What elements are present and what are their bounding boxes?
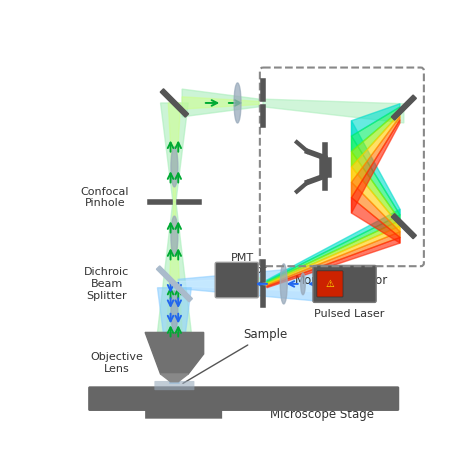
Polygon shape <box>267 220 400 284</box>
Ellipse shape <box>171 216 178 256</box>
Polygon shape <box>156 266 192 302</box>
Polygon shape <box>352 107 400 151</box>
Polygon shape <box>145 333 204 374</box>
Polygon shape <box>157 201 191 333</box>
Polygon shape <box>352 182 400 237</box>
Polygon shape <box>178 267 315 301</box>
Polygon shape <box>352 110 400 167</box>
FancyBboxPatch shape <box>215 263 258 298</box>
Polygon shape <box>161 374 188 382</box>
Polygon shape <box>352 136 400 220</box>
Polygon shape <box>352 198 400 243</box>
Text: Sample: Sample <box>183 328 288 383</box>
Polygon shape <box>161 103 188 201</box>
Ellipse shape <box>171 291 178 331</box>
Polygon shape <box>352 104 400 136</box>
Polygon shape <box>352 114 400 182</box>
Polygon shape <box>168 103 181 201</box>
Polygon shape <box>267 237 400 288</box>
Text: Pulsed Laser: Pulsed Laser <box>314 308 384 318</box>
Polygon shape <box>157 288 191 383</box>
Ellipse shape <box>171 147 178 187</box>
Polygon shape <box>352 151 400 226</box>
Ellipse shape <box>301 273 305 295</box>
FancyBboxPatch shape <box>155 381 194 390</box>
Text: ⚠: ⚠ <box>326 279 334 289</box>
Polygon shape <box>352 121 400 215</box>
Text: Monochromator: Monochromator <box>295 274 389 287</box>
Polygon shape <box>182 89 259 117</box>
Polygon shape <box>352 167 400 232</box>
Polygon shape <box>182 97 259 109</box>
Ellipse shape <box>234 83 241 123</box>
Polygon shape <box>167 201 182 333</box>
Text: Microscope Stage: Microscope Stage <box>270 408 374 421</box>
Polygon shape <box>178 276 315 292</box>
Text: PMT
Detector: PMT Detector <box>219 253 267 275</box>
FancyBboxPatch shape <box>317 271 343 297</box>
Text: Dichroic
Beam
Splitter: Dichroic Beam Splitter <box>84 267 129 300</box>
Polygon shape <box>392 214 416 239</box>
Polygon shape <box>257 276 263 288</box>
Polygon shape <box>267 226 400 285</box>
Polygon shape <box>263 99 404 123</box>
Polygon shape <box>160 89 189 117</box>
Polygon shape <box>267 232 400 287</box>
FancyBboxPatch shape <box>313 265 376 302</box>
Polygon shape <box>352 116 400 198</box>
Polygon shape <box>352 120 400 213</box>
Polygon shape <box>392 95 416 120</box>
Text: Confocal
Pinhole: Confocal Pinhole <box>81 187 129 209</box>
FancyBboxPatch shape <box>88 386 399 411</box>
FancyBboxPatch shape <box>145 410 222 419</box>
Polygon shape <box>267 209 400 281</box>
Polygon shape <box>267 215 400 283</box>
Text: Objective
Lens: Objective Lens <box>90 352 143 374</box>
Ellipse shape <box>280 264 287 304</box>
